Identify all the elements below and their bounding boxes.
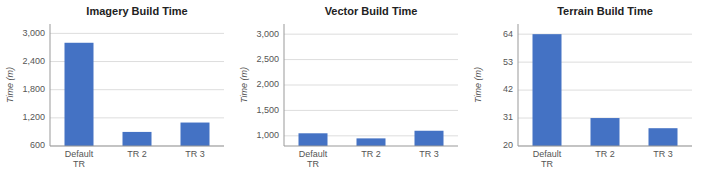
y-tick-label: 2,400 [22,56,45,66]
y-axis-label: Time (m) [5,67,15,103]
y-axis-line [284,24,285,146]
y-axis-line [518,24,519,146]
chart-figure: 6001,2001,8002,4003,000DefaultTRTR 2TR 3… [0,0,702,176]
x-tick-label-line: TR 3 [653,149,673,159]
bar [357,138,386,146]
x-tick-label-line: TR 3 [185,149,205,159]
grid-line [284,59,458,60]
bar [533,34,562,146]
x-tick-label-line: TR [307,159,319,169]
y-tick-label: 1,000 [256,130,279,140]
x-axis-line [518,146,692,147]
grid-line [50,146,224,147]
x-tick-label-line: TR 2 [127,149,147,159]
bar [181,123,210,146]
y-tick-label: 600 [30,140,45,150]
grid-line [50,33,224,34]
x-tick-label: TR 2 [361,149,381,159]
x-tick-label-line: Default [533,149,562,159]
x-tick-label-line: TR [541,159,553,169]
grid-line [284,85,458,86]
y-tick-label: 2,500 [256,54,279,64]
panel: 20 31 42 53 64 DefaultTR TR 2 TR 3 Terrain Build… [473,5,692,176]
x-tick-label-line: Default [299,149,328,159]
x-tick-label-line: TR 2 [361,149,381,159]
x-axis-line [50,146,224,147]
y-tick-label: 31 [503,112,513,122]
x-tick-label: DefaultTR [533,149,562,169]
y-tick-label: 1,200 [22,112,45,122]
bar [299,133,328,146]
bar [65,43,94,146]
x-tick-label: TR 3 [419,149,439,159]
bar [649,128,678,146]
chart-title: Vector Build Time [325,5,418,17]
y-axis-label: Time (m) [239,67,249,103]
x-tick-label: DefaultTR [299,149,328,169]
y-axis-label: Time (m) [473,67,483,103]
bar [415,131,444,146]
grid-line [284,110,458,111]
bars [299,131,444,146]
y-tick-label: 64 [503,29,513,39]
x-tick-label-line: TR [73,159,85,169]
y-tick-label: 3,000 [22,28,45,38]
grid-line [284,34,458,35]
grid-line [518,146,692,147]
bar [591,118,620,146]
x-tick-label: TR 2 [127,149,147,159]
x-tick-label: TR 3 [653,149,673,159]
x-tick-label: TR 3 [185,149,205,159]
y-tick-label: 3,000 [256,29,279,39]
page: {"chart_data": [ {"type": "bar", "title"… [0,0,702,176]
y-tick-label: 20 [503,140,513,150]
bar [123,132,152,146]
x-tick-label-line: TR 3 [419,149,439,159]
x-tick-label-line: TR 2 [595,149,615,159]
panel: 1,000 1,500 2,000 2,500 3,000 DefaultTR TR 2 TR… [239,5,458,176]
panel: 600 1,200 1,800 2,400 3,000 DefaultTR TR 2 TR 3… [5,5,224,174]
y-tick-label: 42 [503,84,513,94]
bars [65,43,210,146]
y-tick-label: 1,800 [22,84,45,94]
y-tick-label: 1,500 [256,105,279,115]
chart-title: Imagery Build Time [86,5,187,17]
y-tick-label: 2,000 [256,79,279,89]
y-axis-line [50,24,51,146]
x-tick-label-line: Default [65,149,94,159]
bars [533,34,678,146]
x-axis-line [284,146,458,147]
x-tick-label: DefaultTR [65,149,94,169]
y-tick-label: 53 [503,57,513,67]
chart-title: Terrain Build Time [557,5,653,17]
x-tick-label: TR 2 [595,149,615,159]
